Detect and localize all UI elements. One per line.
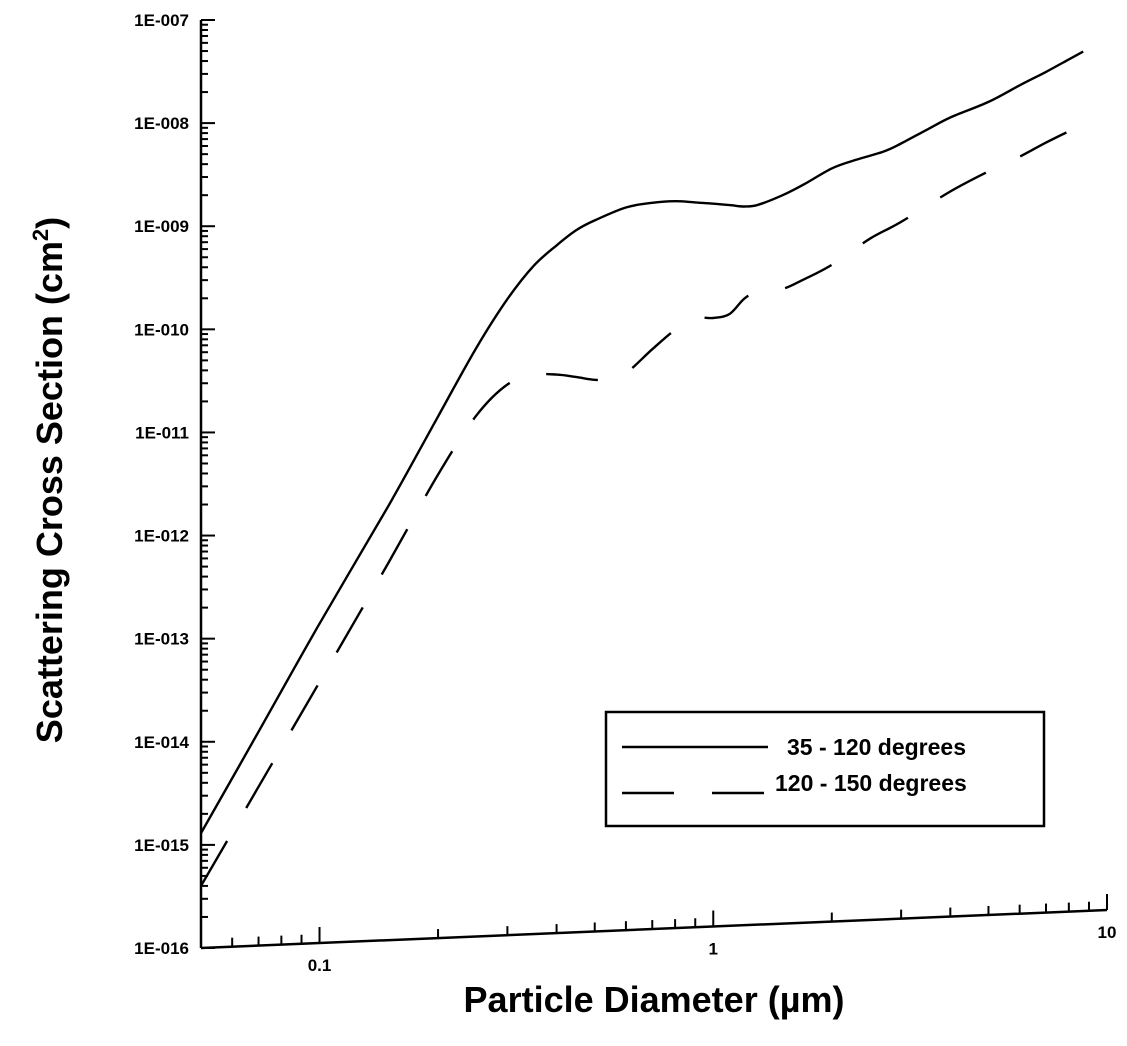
y-tick-label: 1E-015 (134, 836, 189, 855)
series-layer (199, 50, 1084, 887)
superscript-2: 2 (28, 229, 53, 241)
y-tick-label: 1E-014 (134, 733, 189, 752)
legend-label-series-1: 35 - 120 degrees (787, 734, 966, 760)
series-line-2 (199, 124, 1084, 887)
y-tick-label: 1E-008 (134, 114, 189, 133)
y-tick-label: 1E-013 (134, 630, 189, 649)
y-tick-label: 1E-009 (134, 217, 189, 236)
x-tick-label: 10 (1098, 923, 1117, 942)
micro-symbol: µ (780, 979, 801, 1020)
x-tick-label: 1 (709, 940, 718, 959)
legend-label-series-2: 120 - 150 degrees (775, 770, 967, 796)
x-axis-title: Particle Diameter (µm) (464, 979, 845, 1020)
y-tick-label: 1E-007 (134, 11, 189, 30)
x-axis-ticks: 0.1 1 10 (231, 894, 1117, 975)
y-tick-label: 1E-012 (134, 527, 189, 546)
x-tick-label: 0.1 (308, 956, 332, 975)
y-tick-label: 1E-016 (134, 939, 189, 958)
y-tick-label: 1E-010 (134, 320, 189, 339)
y-tick-label: 1E-011 (135, 423, 189, 442)
y-axis-ticks: 1E-016 1E-015 1E-014 1E-013 1E-012 1E-011 1E-0… (134, 11, 215, 958)
legend: 35 - 120 degrees 120 - 150 degrees (604, 710, 1046, 828)
series-line-1 (199, 50, 1084, 834)
y-axis-title: Scattering Cross Section (cm2) (28, 217, 70, 743)
legend-box (604, 710, 1046, 828)
x-axis-line (200, 908, 1108, 950)
